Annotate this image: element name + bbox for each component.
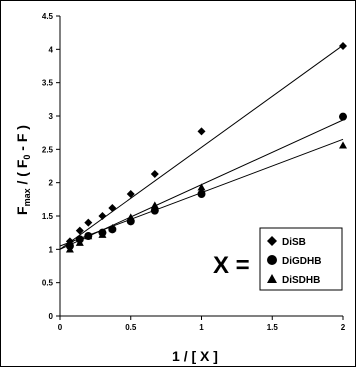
legend-marker-digdhb [267, 255, 277, 265]
data-point-disdhb [126, 213, 135, 221]
axes [56, 15, 344, 320]
data-point-digdhb [339, 112, 347, 121]
data-point-disdhb [197, 183, 206, 191]
data-point-disdhb [150, 201, 159, 209]
data-point-disdhb [65, 245, 74, 253]
data-point-disb [197, 127, 206, 136]
data-point-disb [75, 226, 84, 235]
data-point-disb [150, 170, 159, 178]
data-point-disb [108, 204, 117, 212]
y-axis-label-end: - F ) [14, 125, 30, 155]
y-tick-label: 1.5 [42, 212, 54, 221]
x-tick-label: 2 [341, 323, 346, 332]
legend-prefix: X = [213, 252, 250, 279]
y-axis-label-mid: / ( F [14, 159, 30, 188]
y-axis-label-sub-0: 0 [22, 155, 32, 160]
y-tick-label: 3.5 [42, 79, 54, 88]
x-tick-label: 1 [199, 323, 204, 332]
data-point-digdhb [150, 206, 159, 215]
data-point-disdhb [75, 238, 84, 246]
legend: DiSB DiGDHB DiSDHB [259, 227, 343, 291]
y-axis-label-sub-max: max [22, 188, 32, 206]
x-tick-label: 1.5 [267, 323, 279, 332]
data-point-disb [84, 218, 93, 227]
legend-label-disdhb: DiSDHB [282, 275, 320, 286]
y-tick-label: 0 [49, 312, 54, 321]
y-tick-label: 4 [49, 45, 54, 54]
data-point-disb [339, 42, 347, 50]
x-tick-label: 0.5 [125, 323, 137, 332]
fit-line-disb [59, 44, 344, 250]
y-tick-labels: 0 0.5 1 1.5 2 2.5 3 3.5 4 4.5 [42, 12, 54, 321]
x-tick-labels: 0 0.5 1 1.5 2 [58, 323, 346, 332]
y-axis-label: Fmax / ( F0 - F ) [14, 125, 32, 215]
legend-label-digdhb: DiGDHB [282, 256, 321, 267]
legend-label-disb: DiSB [282, 237, 306, 248]
y-axis-label-f: F [14, 206, 30, 215]
data-point-disdhb [84, 232, 93, 240]
y-tick-label: 0.5 [42, 279, 54, 288]
y-tick-label: 2 [49, 179, 54, 188]
data-point-disb [98, 212, 107, 220]
data-point-disdhb [108, 224, 117, 232]
x-tick-label: 0 [58, 323, 63, 332]
data-point-disb [126, 190, 135, 198]
legend-marker-disdhb [267, 274, 277, 283]
x-axis-label: 1 / [ X ] [172, 348, 218, 364]
y-tick-label: 3 [49, 112, 54, 121]
y-tick-label: 4.5 [42, 12, 54, 21]
data-point-disdhb [339, 141, 347, 149]
y-tick-label: 2.5 [42, 145, 54, 154]
legend-marker-disb [267, 236, 277, 246]
data-point-digdhb [197, 190, 206, 198]
data-points [65, 42, 347, 253]
data-point-disdhb [98, 230, 107, 238]
y-tick-label: 1 [49, 245, 54, 254]
